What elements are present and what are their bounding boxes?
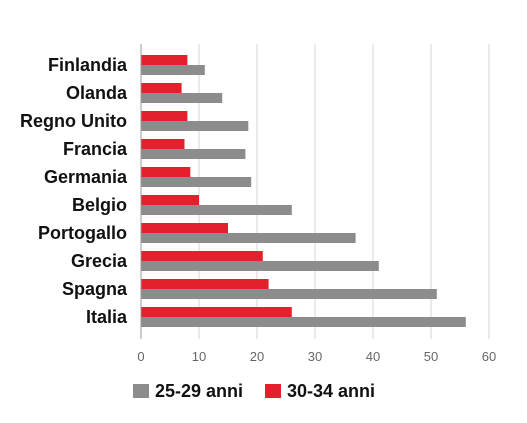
category-label: Belgio [72, 195, 127, 215]
bar-germania-30-34-anni [141, 167, 191, 177]
bar-grecia-25-29-anni [141, 261, 379, 271]
bar-portogallo-25-29-anni [141, 233, 356, 243]
bar-finlandia-25-29-anni [141, 65, 205, 75]
x-tick-label: 20 [250, 349, 264, 364]
bar-belgio-30-34-anni [141, 195, 199, 205]
category-label: Germania [44, 167, 128, 187]
category-label: Regno Unito [20, 111, 127, 131]
bar-grecia-30-34-anni [141, 251, 263, 261]
bar-italia-25-29-anni [141, 317, 466, 327]
bar-spagna-30-34-anni [141, 279, 269, 289]
x-tick-label: 50 [424, 349, 438, 364]
bar-olanda-30-34-anni [141, 83, 182, 93]
x-tick-label: 10 [192, 349, 206, 364]
bar-germania-25-29-anni [141, 177, 252, 187]
x-tick-label: 40 [366, 349, 380, 364]
legend-swatch [265, 384, 281, 398]
legend-label: 30-34 anni [287, 381, 375, 401]
category-labels: Finlandia Olanda Regno Unito Francia Germani… [20, 55, 128, 327]
category-label: Spagna [62, 279, 128, 299]
x-tick-labels: 0 10 20 30 40 50 60 [137, 349, 496, 364]
category-label: Italia [86, 307, 128, 327]
legend: 25-29 anni 30-34 anni [133, 381, 375, 401]
bar-finlandia-30-34-anni [141, 55, 188, 65]
bar-olanda-25-29-anni [141, 93, 223, 103]
category-label: Olanda [66, 83, 128, 103]
category-label: Portogallo [38, 223, 127, 243]
category-label: Finlandia [48, 55, 128, 75]
bar-belgio-25-29-anni [141, 205, 292, 215]
bar-spagna-25-29-anni [141, 289, 437, 299]
bar-francia-30-34-anni [141, 139, 185, 149]
bars [141, 55, 466, 327]
bar-regno-unito-25-29-anni [141, 121, 249, 131]
legend-label: 25-29 anni [155, 381, 243, 401]
legend-swatch [133, 384, 149, 398]
bar-regno-unito-30-34-anni [141, 111, 188, 121]
x-tick-label: 0 [137, 349, 144, 364]
x-tick-label: 30 [308, 349, 322, 364]
category-label: Grecia [71, 251, 128, 271]
category-label: Francia [63, 139, 128, 159]
bar-italia-30-34-anni [141, 307, 292, 317]
bar-francia-25-29-anni [141, 149, 246, 159]
bar-portogallo-30-34-anni [141, 223, 228, 233]
x-tick-label: 60 [482, 349, 496, 364]
